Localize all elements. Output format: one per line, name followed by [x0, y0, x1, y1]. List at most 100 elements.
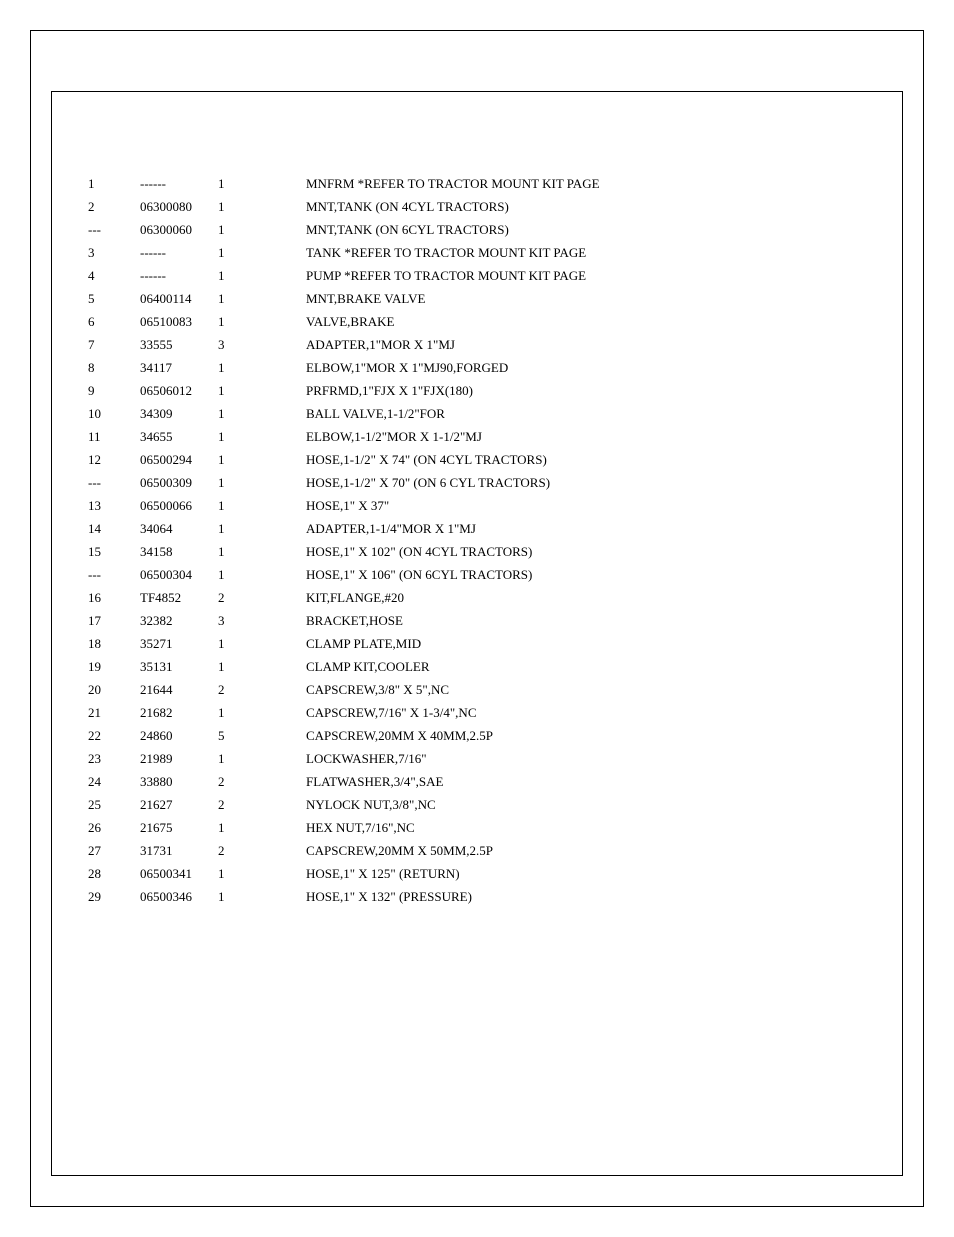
table-row: 7335553ADAPTER,1"MOR X 1"MJ: [88, 333, 866, 356]
table-row: ---063000601MNT,TANK (ON 6CYL TRACTORS): [88, 218, 866, 241]
cell-description: MNT,TANK (ON 6CYL TRACTORS): [306, 218, 866, 241]
cell-part-no: ------: [140, 172, 218, 195]
table-row: 19351311CLAMP KIT,COOLER: [88, 655, 866, 678]
cell-description: ELBOW,1-1/2"MOR X 1-1/2"MJ: [306, 425, 866, 448]
cell-item-no: 15: [88, 540, 140, 563]
cell-part-no: 35131: [140, 655, 218, 678]
cell-item-no: 26: [88, 816, 140, 839]
cell-qty: 1: [218, 540, 306, 563]
cell-description: HEX NUT,7/16",NC: [306, 816, 866, 839]
cell-part-no: ------: [140, 241, 218, 264]
cell-description: CAPSCREW,20MM X 40MM,2.5P: [306, 724, 866, 747]
cell-qty: 1: [218, 264, 306, 287]
cell-qty: 2: [218, 793, 306, 816]
cell-item-no: 4: [88, 264, 140, 287]
cell-description: HOSE,1" X 102" (ON 4CYL TRACTORS): [306, 540, 866, 563]
cell-qty: 2: [218, 678, 306, 701]
cell-item-no: 19: [88, 655, 140, 678]
cell-description: MNT,TANK (ON 4CYL TRACTORS): [306, 195, 866, 218]
cell-description: CLAMP KIT,COOLER: [306, 655, 866, 678]
cell-item-no: 1: [88, 172, 140, 195]
table-row: 4------1PUMP *REFER TO TRACTOR MOUNT KIT…: [88, 264, 866, 287]
table-row: 29065003461HOSE,1" X 132" (PRESSURE): [88, 885, 866, 908]
cell-item-no: 10: [88, 402, 140, 425]
cell-qty: 1: [218, 816, 306, 839]
cell-description: NYLOCK NUT,3/8",NC: [306, 793, 866, 816]
cell-qty: 2: [218, 770, 306, 793]
table-row: 23219891LOCKWASHER,7/16": [88, 747, 866, 770]
cell-part-no: 34117: [140, 356, 218, 379]
cell-part-no: 06500304: [140, 563, 218, 586]
table-row: 15341581HOSE,1" X 102" (ON 4CYL TRACTORS…: [88, 540, 866, 563]
cell-part-no: 06300080: [140, 195, 218, 218]
table-row: 2063000801MNT,TANK (ON 4CYL TRACTORS): [88, 195, 866, 218]
cell-description: ELBOW,1"MOR X 1"MJ90,FORGED: [306, 356, 866, 379]
cell-description: BALL VALVE,1-1/2"FOR: [306, 402, 866, 425]
cell-qty: 1: [218, 471, 306, 494]
cell-part-no: 06300060: [140, 218, 218, 241]
cell-item-no: 11: [88, 425, 140, 448]
cell-part-no: 34064: [140, 517, 218, 540]
table-row: 9065060121PRFRMD,1"FJX X 1"FJX(180): [88, 379, 866, 402]
table-row: 8341171ELBOW,1"MOR X 1"MJ90,FORGED: [88, 356, 866, 379]
table-row: 28065003411HOSE,1" X 125" (RETURN): [88, 862, 866, 885]
cell-description: HOSE,1-1/2" X 74" (ON 4CYL TRACTORS): [306, 448, 866, 471]
table-row: 6065100831VALVE,BRAKE: [88, 310, 866, 333]
cell-description: CAPSCREW,3/8" X 5",NC: [306, 678, 866, 701]
cell-item-no: 13: [88, 494, 140, 517]
cell-part-no: 21989: [140, 747, 218, 770]
cell-part-no: 35271: [140, 632, 218, 655]
cell-item-no: 6: [88, 310, 140, 333]
cell-part-no: 06500346: [140, 885, 218, 908]
table-row: 12065002941HOSE,1-1/2" X 74" (ON 4CYL TR…: [88, 448, 866, 471]
cell-part-no: TF4852: [140, 586, 218, 609]
cell-qty: 1: [218, 655, 306, 678]
cell-qty: 1: [218, 494, 306, 517]
table-row: 21216821CAPSCREW,7/16" X 1-3/4",NC: [88, 701, 866, 724]
table-row: 1------1MNFRM *REFER TO TRACTOR MOUNT KI…: [88, 172, 866, 195]
parts-tbody: 1------1MNFRM *REFER TO TRACTOR MOUNT KI…: [88, 172, 866, 908]
table-row: 24338802FLATWASHER,3/4",SAE: [88, 770, 866, 793]
cell-qty: 1: [218, 218, 306, 241]
cell-part-no: 06510083: [140, 310, 218, 333]
cell-description: CAPSCREW,20MM X 50MM,2.5P: [306, 839, 866, 862]
cell-description: HOSE,1" X 132" (PRESSURE): [306, 885, 866, 908]
cell-qty: 1: [218, 379, 306, 402]
table-row: 27317312CAPSCREW,20MM X 50MM,2.5P: [88, 839, 866, 862]
parts-table: 1------1MNFRM *REFER TO TRACTOR MOUNT KI…: [88, 172, 866, 908]
cell-part-no: 06500309: [140, 471, 218, 494]
cell-part-no: 33555: [140, 333, 218, 356]
cell-description: HOSE,1-1/2" X 70" (ON 6 CYL TRACTORS): [306, 471, 866, 494]
cell-description: HOSE,1" X 125" (RETURN): [306, 862, 866, 885]
cell-description: PUMP *REFER TO TRACTOR MOUNT KIT PAGE: [306, 264, 866, 287]
cell-description: CLAMP PLATE,MID: [306, 632, 866, 655]
table-row: 18352711CLAMP PLATE,MID: [88, 632, 866, 655]
cell-item-no: 9: [88, 379, 140, 402]
cell-item-no: 7: [88, 333, 140, 356]
table-row: ---065003041HOSE,1" X 106" (ON 6CYL TRAC…: [88, 563, 866, 586]
cell-qty: 1: [218, 356, 306, 379]
cell-qty: 3: [218, 609, 306, 632]
cell-part-no: 21644: [140, 678, 218, 701]
cell-qty: 3: [218, 333, 306, 356]
cell-qty: 1: [218, 241, 306, 264]
cell-item-no: 20: [88, 678, 140, 701]
table-row: 10343091BALL VALVE,1-1/2"FOR: [88, 402, 866, 425]
table-row: 17323823BRACKET,HOSE: [88, 609, 866, 632]
cell-qty: 1: [218, 862, 306, 885]
table-row: 26216751HEX NUT,7/16",NC: [88, 816, 866, 839]
cell-part-no: 24860: [140, 724, 218, 747]
cell-qty: 1: [218, 425, 306, 448]
cell-item-no: ---: [88, 471, 140, 494]
cell-item-no: 8: [88, 356, 140, 379]
cell-description: TANK *REFER TO TRACTOR MOUNT KIT PAGE: [306, 241, 866, 264]
cell-qty: 1: [218, 632, 306, 655]
cell-item-no: 23: [88, 747, 140, 770]
cell-description: ADAPTER,1-1/4"MOR X 1"MJ: [306, 517, 866, 540]
cell-item-no: 5: [88, 287, 140, 310]
cell-part-no: 34309: [140, 402, 218, 425]
cell-part-no: 06400114: [140, 287, 218, 310]
cell-part-no: 33880: [140, 770, 218, 793]
cell-item-no: 25: [88, 793, 140, 816]
cell-qty: 2: [218, 586, 306, 609]
